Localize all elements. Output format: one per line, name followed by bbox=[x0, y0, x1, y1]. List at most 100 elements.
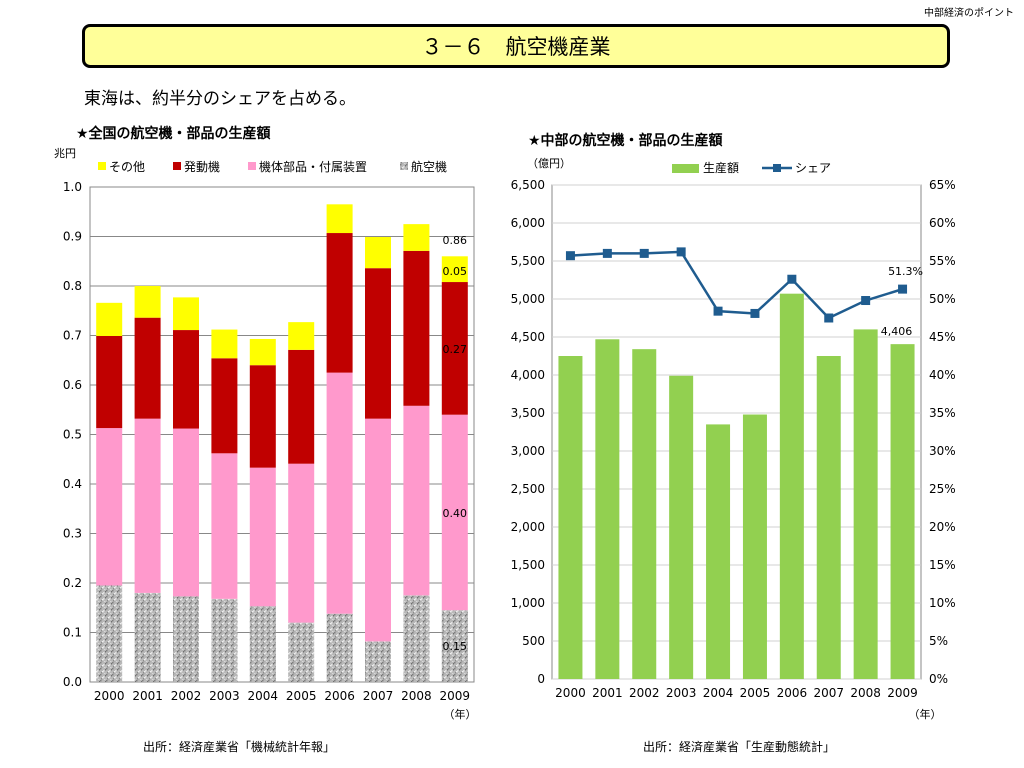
chart1-ytick-label: 0.8 bbox=[63, 279, 82, 293]
chart1-bar-2001-2 bbox=[134, 317, 161, 419]
page-subtitle: 東海は、約半分のシェアを占める。 bbox=[84, 89, 356, 109]
chart1-bar-2006-1 bbox=[326, 372, 353, 614]
chart1-ytick-label: 0.9 bbox=[63, 230, 82, 244]
chart1-ytick-label: 0.6 bbox=[63, 378, 82, 392]
chart2-y2tick-label: 45% bbox=[929, 330, 956, 344]
chart1-bar-2007-1 bbox=[365, 418, 391, 642]
chart1-bar-2002-2 bbox=[173, 330, 199, 429]
chart2-ytick-label: 4,500 bbox=[511, 330, 545, 344]
chart2-bar-2002 bbox=[632, 349, 657, 679]
chart1-bar-2001-0 bbox=[134, 592, 161, 682]
chart1-bar-2004-3 bbox=[249, 338, 276, 366]
chart2-y2tick-label: 60% bbox=[929, 216, 956, 230]
chart1-bar-2002-1 bbox=[173, 428, 199, 597]
chart2-share-point-2001 bbox=[602, 248, 612, 258]
chart2-annotation-share: 51.3% bbox=[888, 265, 923, 278]
chart2-ytick-label: 500 bbox=[522, 634, 545, 648]
chart1-bar-2006-2 bbox=[326, 233, 353, 373]
chart1-bar-2001-3 bbox=[134, 286, 161, 318]
chart1-xtick-label: 2009 bbox=[440, 689, 471, 703]
chart1-bar-2009-2 bbox=[441, 282, 468, 415]
chart1-bar-2005-0 bbox=[288, 622, 315, 682]
chart2-ytick-label: 1,500 bbox=[511, 558, 545, 572]
chart2-share-point-2009 bbox=[898, 284, 908, 294]
chart2-y2tick-label: 65% bbox=[929, 178, 956, 192]
chart2-y2tick-label: 35% bbox=[929, 406, 956, 420]
chart2-xtick-label: 2004 bbox=[703, 686, 734, 700]
chart2-share-point-2005 bbox=[750, 308, 760, 318]
chart1-legend-label: その他 bbox=[109, 160, 145, 174]
chart2-xtick-label: 2000 bbox=[555, 686, 586, 700]
chart1-bar-2003-2 bbox=[211, 358, 238, 454]
chart2-xlabel: （年） bbox=[909, 707, 942, 721]
chart2-xtick-label: 2005 bbox=[740, 686, 771, 700]
chart2-title: ★中部の航空機・部品の生産額 bbox=[528, 133, 723, 149]
chart1-bar-2003-3 bbox=[211, 329, 238, 359]
chart1-legend-label: 発動機 bbox=[184, 159, 220, 174]
chart2-share-point-2008 bbox=[861, 296, 871, 306]
chart2-ytick-label: 2,000 bbox=[511, 520, 545, 534]
chart1-ylabel: 兆円 bbox=[54, 147, 76, 160]
chart1-bar-2003-0 bbox=[211, 598, 238, 682]
chart1-xtick-label: 2001 bbox=[132, 689, 163, 703]
chart2-bar-2006 bbox=[779, 293, 804, 679]
chart1-xtick-label: 2000 bbox=[94, 689, 125, 703]
chart2-y2tick-label: 15% bbox=[929, 558, 956, 572]
chart2-source: 出所：経済産業省「生産動態統計」 bbox=[643, 740, 836, 754]
chart1-ytick-label: 0.5 bbox=[63, 428, 82, 442]
chart1-legend-swatch bbox=[98, 162, 106, 170]
chart1-legend-swatch bbox=[173, 162, 181, 170]
chart2-bar-2004 bbox=[706, 424, 731, 679]
chart2-y2tick-label: 20% bbox=[929, 520, 956, 534]
chart2-xtick-label: 2007 bbox=[813, 686, 844, 700]
corner-label: 中部経済のポイント bbox=[924, 8, 1014, 19]
chart2-bar-2003 bbox=[669, 375, 694, 679]
chart2-bar-2000 bbox=[558, 356, 583, 679]
chart2-xtick-label: 2002 bbox=[629, 686, 660, 700]
chart2-annotation-value: 4,406 bbox=[881, 325, 913, 338]
chart2-y2tick-label: 50% bbox=[929, 292, 956, 306]
chart2-share-point-2007 bbox=[824, 313, 834, 323]
chart2-xtick-label: 2006 bbox=[777, 686, 808, 700]
chart1-bar-2007-3 bbox=[365, 236, 391, 269]
chart2-ytick-label: 3,000 bbox=[511, 444, 545, 458]
chart2-ytick-label: 0 bbox=[537, 672, 545, 686]
chart1-ytick-label: 0.0 bbox=[63, 675, 82, 689]
national-production-chart: 0.0 0.1 0.2 0.3 0.4 0.5 0.6 0.7 0.8 0.9 1.0 兆円 2000 2… bbox=[54, 147, 477, 721]
chart2-legend-label: 生産額 bbox=[703, 160, 739, 175]
chart2-y2tick-label: 25% bbox=[929, 482, 956, 496]
chart1-bar-2004-2 bbox=[249, 365, 276, 468]
chart1-bar-2008-0 bbox=[403, 595, 430, 682]
chart1-bar-2005-3 bbox=[288, 322, 315, 350]
chart2-y2tick-label: 40% bbox=[929, 368, 956, 382]
chart2-bar-2005 bbox=[742, 414, 767, 679]
chart1-xtick-label: 2002 bbox=[171, 689, 202, 703]
chart1-ytick-label: 0.2 bbox=[63, 576, 82, 590]
chart2-xtick-label: 2009 bbox=[887, 686, 918, 700]
chart1-bar-2002-0 bbox=[173, 596, 199, 682]
chart1-annotation-parts: 0.40 bbox=[443, 507, 468, 520]
chart1-xtick-label: 2006 bbox=[324, 689, 355, 703]
chart1-bar-2001-1 bbox=[134, 418, 161, 593]
chart2-ytick-label: 4,000 bbox=[511, 368, 545, 382]
chart1-title: ★全国の航空機・部品の生産額 bbox=[76, 126, 271, 142]
chart2-ytick-label: 1,000 bbox=[511, 596, 545, 610]
chart1-bar-2006-0 bbox=[326, 613, 353, 682]
chart1-legend-swatch bbox=[400, 162, 408, 170]
chart1-xtick-label: 2005 bbox=[286, 689, 317, 703]
chart2-y2tick-label: 55% bbox=[929, 254, 956, 268]
chart1-bar-2000-3 bbox=[96, 302, 123, 336]
chart2-share-line bbox=[570, 250, 903, 320]
chart2-ytick-label: 3,500 bbox=[511, 406, 545, 420]
chart1-bar-2000-2 bbox=[96, 335, 123, 429]
chart1-bar-2002-3 bbox=[173, 297, 199, 331]
chart1-xlabel: （年） bbox=[444, 707, 477, 721]
chart2-ytick-label: 5,000 bbox=[511, 292, 545, 306]
chart1-bar-2008-2 bbox=[403, 250, 430, 406]
chart2-y2tick-label: 30% bbox=[929, 444, 956, 458]
chart1-bar-2007-0 bbox=[365, 641, 391, 682]
chart2-ytick-label: 6,000 bbox=[511, 216, 545, 230]
chart1-bar-2007-2 bbox=[365, 268, 391, 419]
chart1-legend-label: 航空機 bbox=[411, 159, 447, 174]
chart1-xtick-label: 2007 bbox=[363, 689, 394, 703]
